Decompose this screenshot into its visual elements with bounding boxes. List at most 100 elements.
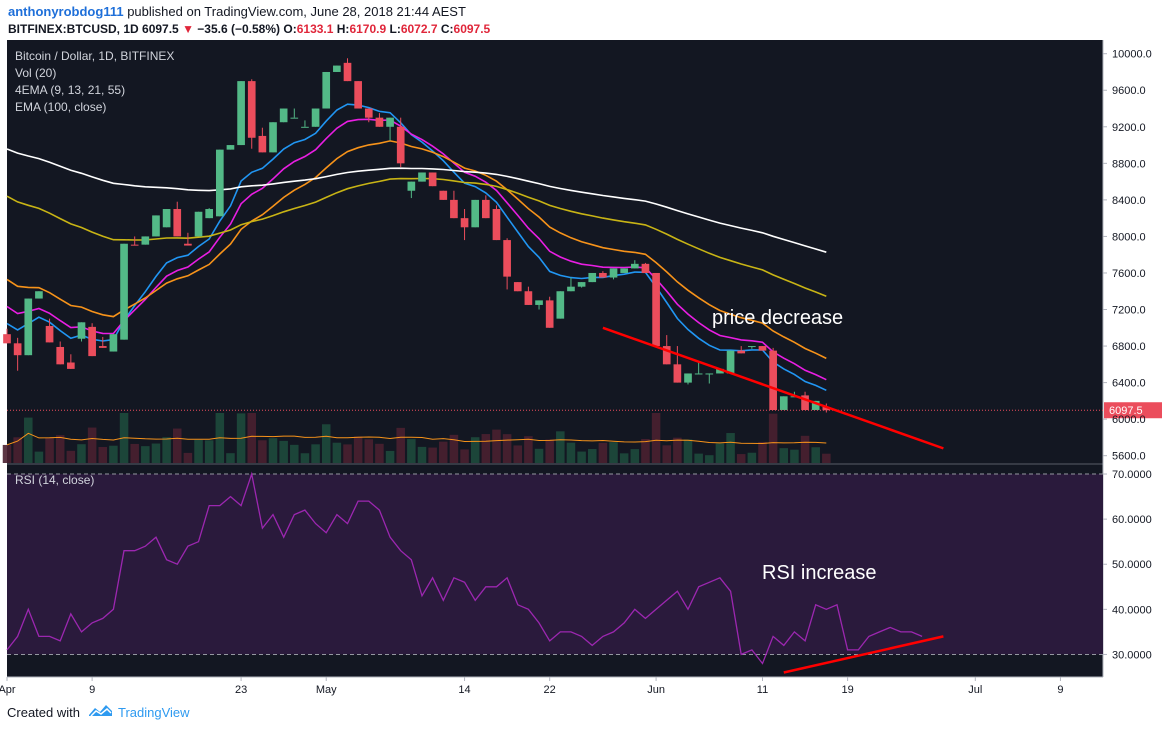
candle [290,117,299,119]
volume-bar [290,444,299,463]
volume-bar [439,441,448,463]
volume-bar [343,444,352,463]
candle [694,373,703,375]
candle [779,396,788,411]
candle [247,81,256,138]
candle [152,215,160,237]
ema-line [6,148,827,253]
candle [375,117,384,127]
candle [567,286,575,292]
candle [684,373,692,383]
legend-line-0: Bitcoin / Dollar, 1D, BITFINEX [15,49,174,63]
candle [577,282,586,287]
candle [396,126,405,164]
volume-bar [13,437,22,463]
volume-bar [375,443,384,463]
candle [769,350,777,411]
volume-bar [2,444,12,463]
candle [811,400,820,411]
volume-bar [715,443,725,463]
legend-line-1: Vol (20) [15,66,56,80]
rsi-tick-label: 40.0000 [1112,604,1152,616]
candle [620,268,628,273]
price-tick-label: 6000.0 [1112,414,1146,426]
volume-bar [449,434,459,463]
volume-bar [247,413,256,463]
price-tick-label: 8000.0 [1112,231,1146,243]
close-label: C: [440,22,454,36]
rsi-annotation: RSI increase [762,562,877,584]
candle [311,108,320,127]
candle [67,362,75,369]
tradingview-brand[interactable]: TradingView [118,705,190,720]
candle [737,350,746,354]
volume-bar [66,450,76,463]
rsi-trendline [783,635,944,674]
volume-bar [609,442,618,463]
last-price-badge-bg [1104,402,1162,419]
author-link[interactable]: anthonyrobdog111 [8,4,124,19]
price-annotation: price decrease [712,307,843,329]
volume-bar [162,437,171,463]
time-tick-label: Jul [968,684,982,696]
volume-bar [87,427,97,463]
volume-bar [502,434,512,463]
candle [545,300,554,328]
volume-bar [268,438,278,463]
volume-bar [524,436,533,463]
candle [88,326,96,357]
volume-bar [300,453,310,463]
price-tick-label: 6400.0 [1112,378,1146,390]
candle [354,81,362,109]
candle [524,291,533,305]
volume-bar [311,444,320,463]
time-tick-label: 9 [1057,684,1063,696]
high-value: 6170.9 [349,22,387,36]
rsi-line [6,471,923,665]
volume-bar [481,434,491,463]
close-value: 6097.5 [453,22,491,36]
candle [13,343,22,356]
volume-bar [226,453,235,463]
candle [673,364,682,383]
price-change: −35.6 (−0.58%) [197,22,281,36]
candle [460,218,469,228]
candle [45,325,54,343]
volume-bar [726,433,735,463]
volume-bar [141,446,150,463]
time-tick-label: 22 [544,684,556,696]
ema-line [6,140,827,360]
last-price: 6097.5 [142,22,179,36]
time-tick-label: 23 [235,684,247,696]
volume-bar [556,431,565,463]
candle [364,108,373,118]
candle [471,199,480,228]
volume-bar [364,439,374,463]
candle [109,334,118,352]
low-value: 6072.7 [400,22,438,36]
volume-bar [24,417,33,463]
candle [758,346,767,351]
chart-canvas[interactable]: 6097.5 10000.0 9600.0 9200.0 8800.0 8400.0 800… [0,40,1163,698]
rsi-tick-label: 50.0000 [1112,559,1152,571]
candle [194,211,203,237]
volume-bar [194,439,203,463]
volume-bar [98,447,108,463]
volume-bar [630,449,640,463]
ohlc-line: BITFINEX:BTCUSD, 1D 6097.5 ▼ −35.6 (−0.5… [8,22,490,36]
volume-bar [545,439,554,463]
low-label: L: [389,22,401,36]
candle [141,236,150,245]
candle [513,282,522,292]
volume-bar [470,437,480,463]
tradingview-logo-icon [89,705,112,717]
time-tick-label: Jun [647,684,665,696]
candle [630,263,639,269]
price-trendline [602,326,944,450]
price-tick-label: 6800.0 [1112,341,1146,353]
candle [269,122,277,153]
time-tick-label: 9 [89,684,95,696]
candle [609,268,618,278]
volume-bar [385,450,395,463]
candle [205,209,214,219]
